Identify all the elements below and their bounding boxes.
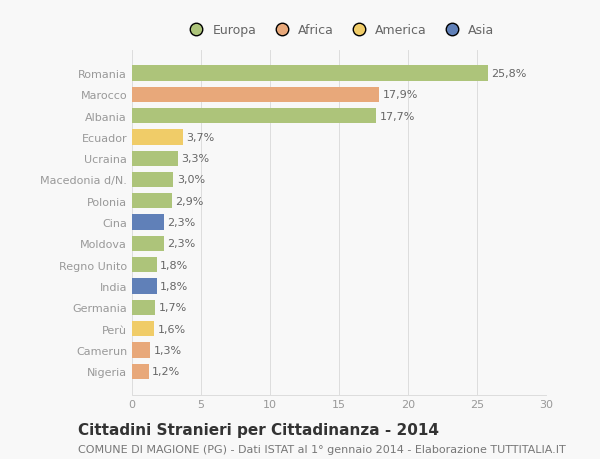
Text: 1,7%: 1,7% <box>159 302 187 313</box>
Text: COMUNE DI MAGIONE (PG) - Dati ISTAT al 1° gennaio 2014 - Elaborazione TUTTITALIA: COMUNE DI MAGIONE (PG) - Dati ISTAT al 1… <box>78 444 566 454</box>
Text: 3,7%: 3,7% <box>187 133 215 143</box>
Bar <box>132 321 154 336</box>
Bar <box>132 364 149 379</box>
Bar <box>132 194 172 209</box>
Bar <box>132 87 379 103</box>
Text: 3,3%: 3,3% <box>181 154 209 164</box>
Text: 1,2%: 1,2% <box>152 366 180 376</box>
Text: 3,0%: 3,0% <box>177 175 205 185</box>
Text: 2,3%: 2,3% <box>167 218 196 228</box>
Bar <box>132 236 164 252</box>
Text: 1,3%: 1,3% <box>154 345 182 355</box>
Bar <box>132 279 157 294</box>
Bar <box>132 300 155 315</box>
Text: 1,8%: 1,8% <box>160 260 188 270</box>
Bar <box>132 151 178 167</box>
Bar <box>132 109 376 124</box>
Text: 1,6%: 1,6% <box>158 324 185 334</box>
Text: 2,9%: 2,9% <box>175 196 204 207</box>
Bar <box>132 215 164 230</box>
Bar <box>132 257 157 273</box>
Bar <box>132 66 488 81</box>
Text: 1,8%: 1,8% <box>160 281 188 291</box>
Bar <box>132 173 173 188</box>
Legend: Europa, Africa, America, Asia: Europa, Africa, America, Asia <box>179 19 499 42</box>
Text: 2,3%: 2,3% <box>167 239 196 249</box>
Bar <box>132 130 183 145</box>
Text: 17,9%: 17,9% <box>382 90 418 100</box>
Bar <box>132 342 150 358</box>
Text: Cittadini Stranieri per Cittadinanza - 2014: Cittadini Stranieri per Cittadinanza - 2… <box>78 422 439 437</box>
Text: 17,7%: 17,7% <box>380 112 415 121</box>
Text: 25,8%: 25,8% <box>491 69 527 79</box>
